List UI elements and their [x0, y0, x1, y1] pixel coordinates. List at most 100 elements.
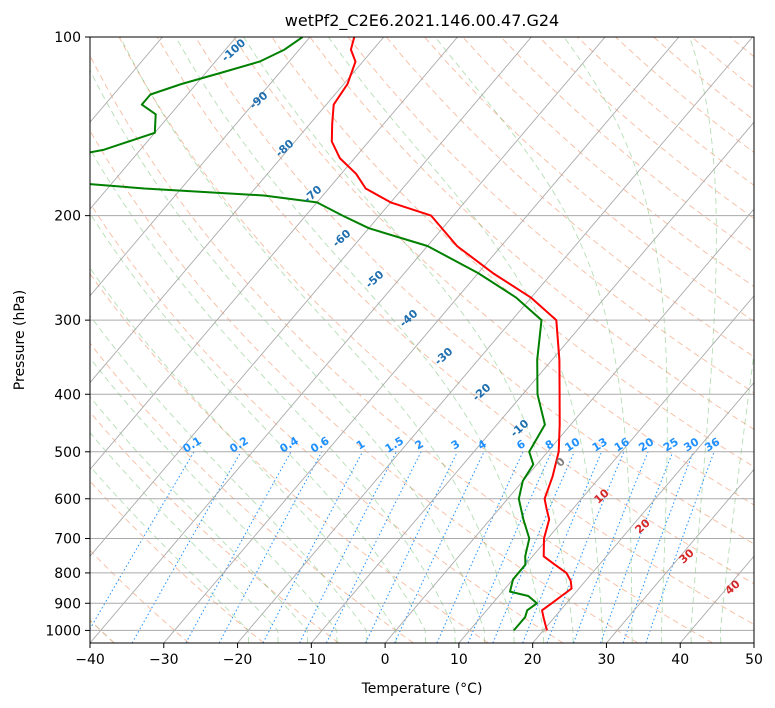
isotherm-line — [458, 295, 754, 643]
dry-adiabat — [271, 37, 754, 468]
moist-adiabat-label: 30 — [677, 546, 697, 566]
isotherm-line — [90, 37, 532, 557]
x-tick-label: 50 — [745, 652, 763, 668]
mixing-ratio-label: 2 — [413, 437, 426, 452]
y-tick-label: 700 — [54, 532, 81, 548]
mixing-ratio-line — [467, 451, 552, 643]
y-axis-ticks: 100 200 300 400 500 600 700 800 900 1000 — [45, 30, 90, 639]
dry-adiabat-label: -20 — [470, 381, 494, 404]
mixing-ratio-label: 0.1 — [180, 434, 203, 455]
dry-adiabat — [90, 342, 414, 643]
dry-adiabat — [615, 37, 754, 154]
mixing-ratio-line — [522, 451, 603, 643]
mixing-ratio-line — [600, 451, 674, 643]
moist-adiabat — [90, 148, 456, 643]
y-tick-label: 400 — [54, 387, 81, 403]
x-axis-ticks: −40 −30 −20 −10 0 10 20 30 40 50 — [75, 643, 763, 668]
moist-adiabat — [175, 37, 545, 643]
isotherm-line — [90, 37, 385, 384]
isotherm-line — [90, 37, 237, 210]
y-tick-label: 900 — [54, 596, 81, 612]
mixing-ratio-label: 3 — [449, 437, 462, 452]
dry-adiabat — [424, 37, 754, 322]
dry-adiabat — [309, 37, 754, 430]
isotherm-line — [753, 642, 754, 643]
dry-adiabat-label: -40 — [397, 307, 421, 330]
y-tick-label: 100 — [54, 30, 81, 46]
dry-adiabat — [500, 37, 754, 253]
dry-adiabat — [118, 37, 754, 625]
moist-adiabat — [719, 350, 754, 643]
mixing-ratio-line — [492, 451, 575, 643]
dry-adiabat — [90, 549, 190, 643]
line-labels: 0.1 0.2 0.4 0.6 1 1.5 2 3 4 6 8 10 13 16 20 25 30 36-100-… — [180, 36, 743, 597]
moist-adiabat — [119, 37, 515, 643]
moist-adiabat — [90, 396, 309, 643]
mixing-ratio-label: 8 — [543, 437, 556, 452]
moist-adiabat — [90, 314, 368, 643]
dry-adiabat-label: -50 — [363, 268, 387, 291]
moist-adiabat — [243, 37, 574, 643]
y-tick-label: 200 — [54, 209, 81, 225]
dry-adiabat — [691, 37, 754, 89]
x-tick-label: −20 — [223, 652, 253, 668]
mixing-ratio-line — [365, 451, 458, 643]
x-tick-label: 40 — [671, 652, 689, 668]
mixing-ratio-line — [546, 451, 625, 643]
isotherm-line — [679, 555, 754, 643]
mixing-ratio-line — [185, 451, 292, 643]
dry-adiabat — [729, 37, 754, 58]
isotherm-line — [310, 121, 754, 643]
y-tick-label: 600 — [54, 492, 81, 508]
dry-adiabat — [90, 273, 489, 643]
mixing-ratio-label: 4 — [475, 437, 489, 452]
x-tick-label: 30 — [598, 652, 616, 668]
isobars — [90, 37, 754, 631]
dry-adiabats — [90, 37, 754, 643]
dry-adiabat — [462, 37, 754, 288]
dry-adiabat-label: -90 — [247, 89, 271, 112]
dry-adiabat — [233, 37, 754, 506]
mixing-ratio-line — [131, 451, 242, 643]
x-tick-label: −10 — [297, 652, 327, 668]
dry-adiabat — [576, 37, 754, 186]
mixing-ratio-line — [262, 451, 363, 643]
dry-adiabat — [90, 54, 713, 643]
dewpoint-profile-line — [90, 37, 546, 632]
dry-adiabat-label: -10 — [508, 417, 532, 440]
mixing-ratio-line — [622, 451, 694, 643]
isotherm-line — [90, 37, 311, 297]
dry-adiabat — [195, 37, 754, 545]
dry-adiabat-label: -100 — [219, 36, 248, 64]
moist-adiabat — [90, 465, 250, 643]
y-tick-label: 1000 — [45, 623, 81, 639]
isotherm-line — [384, 208, 754, 643]
moist-adiabat — [90, 431, 279, 643]
mixing-ratio-line — [299, 451, 397, 643]
isotherm-line — [237, 37, 753, 643]
isotherm-line — [90, 37, 606, 643]
isotherm-line — [532, 381, 754, 643]
x-tick-label: −30 — [149, 652, 179, 668]
x-tick-label: 20 — [524, 652, 542, 668]
x-tick-label: 10 — [450, 652, 468, 668]
mixing-ratio-line — [573, 451, 649, 643]
y-tick-label: 800 — [54, 566, 81, 582]
isotherms — [90, 37, 754, 643]
mixing-ratio-lines — [90, 451, 715, 643]
y-tick-label: 300 — [54, 313, 81, 329]
dry-adiabat — [156, 37, 754, 585]
isotherm-line — [90, 37, 458, 471]
moist-adiabat — [689, 37, 717, 643]
plot-frame — [89, 36, 755, 644]
x-axis-label: Temperature (°C) — [361, 681, 483, 697]
moist-adiabat — [434, 37, 633, 643]
mixing-ratio-line — [325, 451, 422, 643]
moist-adiabat-label: 10 — [592, 486, 612, 506]
temperature-profile-line — [330, 37, 573, 631]
moist-adiabat — [90, 69, 486, 643]
mixing-ratio-line — [394, 451, 485, 643]
dry-adiabat — [538, 37, 754, 220]
dry-adiabat — [90, 480, 265, 643]
